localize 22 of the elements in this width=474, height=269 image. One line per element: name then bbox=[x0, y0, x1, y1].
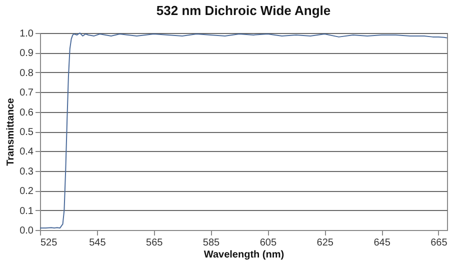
y-tick-label: 0.2 bbox=[20, 186, 34, 198]
y-tick-label: 0.9 bbox=[20, 48, 34, 60]
x-axis-title: Wavelength (nm) bbox=[204, 250, 284, 260]
y-tick-label: 0.1 bbox=[20, 206, 34, 217]
x-tick-label: 625 bbox=[316, 238, 334, 248]
y-tick-label: 0.6 bbox=[20, 107, 34, 118]
x-tick-label: 605 bbox=[260, 238, 277, 248]
x-tick-label: 665 bbox=[430, 238, 448, 248]
y-tick-label: 0.7 bbox=[20, 88, 34, 99]
y-tick-label: 0.4 bbox=[20, 146, 34, 158]
y-axis-title: Transmittance bbox=[6, 98, 17, 166]
x-tick-label: 585 bbox=[202, 238, 220, 248]
x-tick-label: 545 bbox=[89, 238, 106, 248]
x-tick-label: 525 bbox=[40, 238, 58, 248]
y-tick-label: 0.8 bbox=[20, 68, 34, 79]
x-tick-label: 565 bbox=[146, 238, 164, 248]
chart-title: 532 nm Dichroic Wide Angle bbox=[156, 3, 331, 18]
y-tick-label: 1.0 bbox=[20, 28, 34, 40]
y-tick-label: 0.3 bbox=[20, 166, 34, 178]
x-tick-label: 645 bbox=[374, 238, 391, 248]
y-tick-label: 0.0 bbox=[20, 226, 34, 236]
y-tick-label: 0.5 bbox=[20, 127, 34, 138]
